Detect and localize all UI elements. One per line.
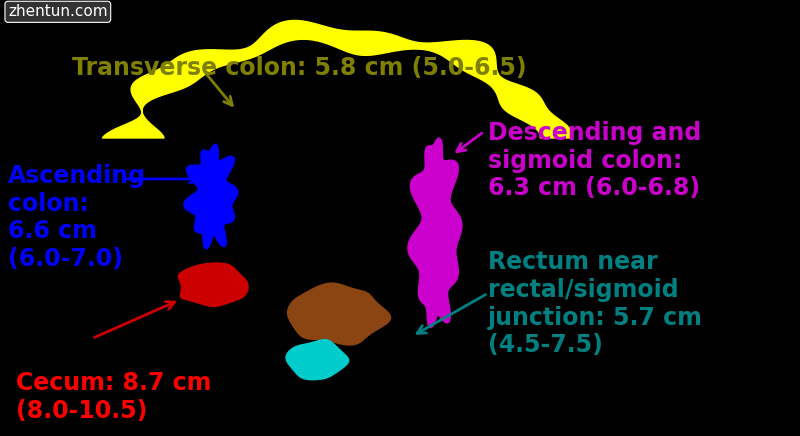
Text: Ascending
colon:
6.6 cm
(6.0-7.0): Ascending colon: 6.6 cm (6.0-7.0): [8, 164, 146, 271]
Polygon shape: [184, 144, 238, 249]
Polygon shape: [288, 283, 390, 345]
Text: Descending and
sigmoid colon:
6.3 cm (6.0-6.8): Descending and sigmoid colon: 6.3 cm (6.…: [488, 121, 702, 200]
Text: Rectum near
rectal/sigmoid
junction: 5.7 cm
(4.5-7.5): Rectum near rectal/sigmoid junction: 5.7…: [488, 250, 703, 358]
Text: zhentun.com: zhentun.com: [8, 4, 108, 19]
Polygon shape: [102, 20, 571, 138]
Polygon shape: [408, 138, 462, 327]
Polygon shape: [286, 340, 349, 380]
Polygon shape: [178, 263, 248, 307]
Text: Transverse colon: 5.8 cm (5.0-6.5): Transverse colon: 5.8 cm (5.0-6.5): [72, 56, 526, 80]
Text: Cecum: 8.7 cm
(8.0-10.5): Cecum: 8.7 cm (8.0-10.5): [16, 371, 211, 422]
